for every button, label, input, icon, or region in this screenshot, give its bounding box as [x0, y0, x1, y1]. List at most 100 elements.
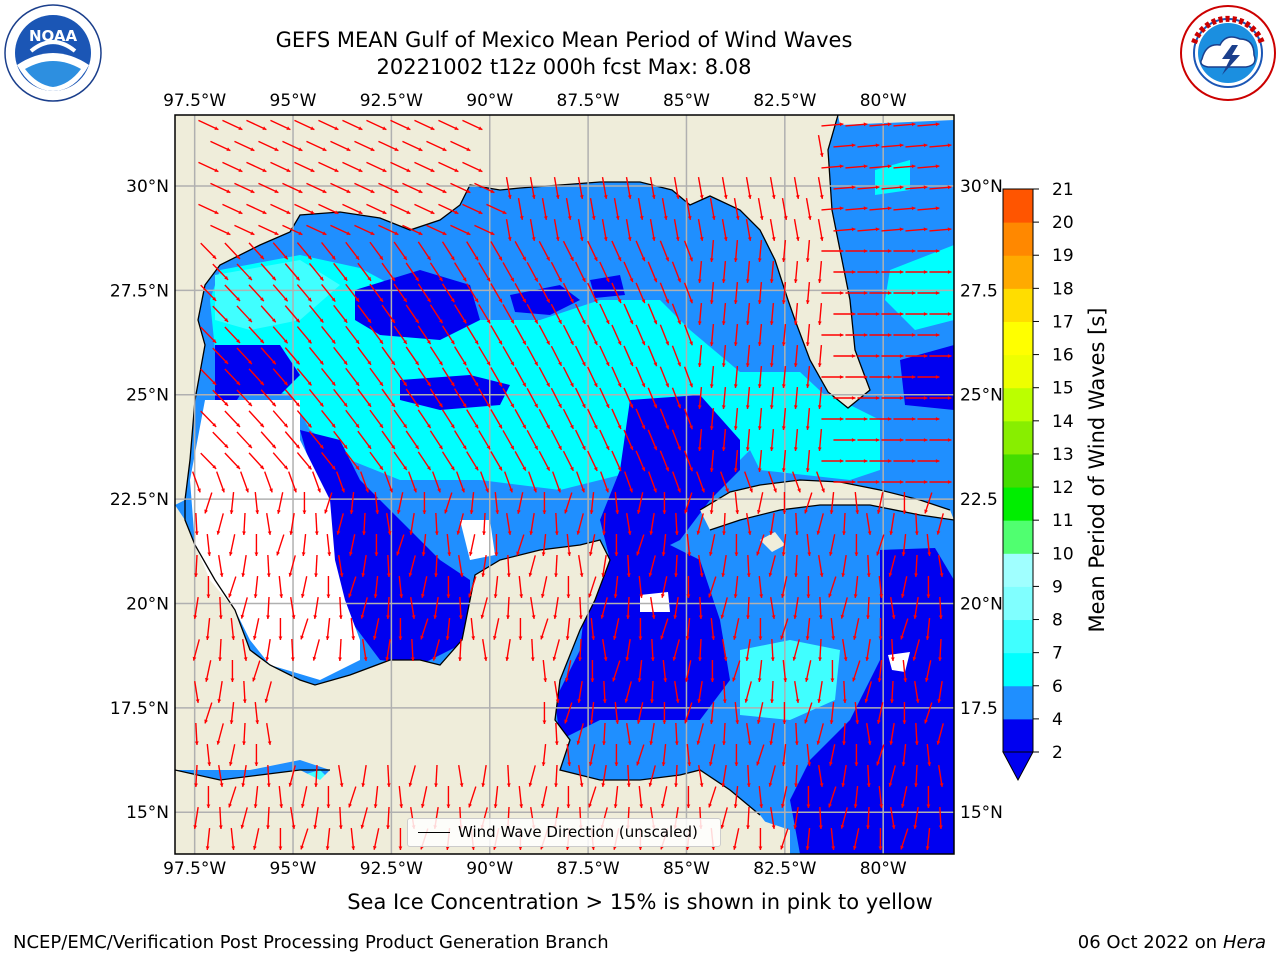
wave-arrow-shaft-144 — [200, 242, 217, 260]
wave-arrow-shaft-766 — [891, 638, 894, 662]
wave-arrow-shaft-331 — [224, 368, 241, 386]
wave-arrow-shaft-604 — [782, 533, 787, 557]
wave-arrow-shaft-931 — [878, 785, 883, 809]
wave-arrow-shaft-290 — [734, 323, 739, 347]
wave-arrow-shaft-851 — [206, 743, 211, 767]
wave-arrow-head-703 — [891, 615, 896, 619]
wave-arrow-head-432 — [438, 445, 443, 450]
wave-arrow-head-727 — [711, 636, 716, 640]
wave-arrow-head-37 — [286, 168, 291, 172]
wave-arrow-shaft-574 — [816, 513, 824, 535]
wave-arrow-shaft-106 — [781, 198, 788, 220]
wave-arrow-shaft-352 — [734, 365, 739, 389]
wave-arrow-shaft-254 — [623, 303, 634, 325]
wave-arrow-shaft-34 — [198, 161, 219, 173]
wave-arrow-head-443 — [697, 447, 702, 451]
wave-arrow-head-877 — [339, 783, 344, 787]
noaa-logo-text: NOAA — [29, 27, 78, 45]
wave-arrow-head-147 — [283, 255, 288, 260]
field-cyan-east-gulf — [745, 395, 880, 480]
wave-arrow-head-918 — [566, 804, 571, 808]
wave-arrow-head-724 — [638, 636, 643, 640]
wave-arrow-head-782 — [783, 678, 788, 682]
wave-arrow-head-579 — [936, 530, 941, 535]
wave-arrow-head-42 — [406, 168, 411, 172]
wave-arrow-shaft-754 — [602, 639, 607, 661]
wave-arrow-head-679 — [313, 615, 318, 619]
wave-arrow-shaft-716 — [446, 617, 451, 641]
wave-arrow-head-205 — [947, 270, 952, 274]
wave-arrow-head-977 — [471, 846, 476, 850]
wave-arrow-head-927 — [780, 803, 785, 808]
wave-arrow-shaft-733 — [853, 618, 860, 640]
wave-arrow-shaft-644 — [228, 576, 237, 598]
wave-arrow-head-649 — [348, 593, 352, 598]
wave-arrow-shaft-97 — [565, 198, 572, 220]
wave-arrow-head-655 — [493, 594, 498, 598]
wave-arrow-shaft-212 — [345, 283, 360, 303]
wave-arrow-shaft-409 — [611, 408, 622, 430]
coastline-3 — [175, 769, 330, 781]
wave-arrow-shaft-13 — [845, 123, 868, 127]
wave-arrow-head-959 — [793, 825, 798, 829]
wave-arrow-head-267 — [947, 312, 952, 316]
wave-arrow-head-725 — [660, 635, 664, 640]
wave-arrow-shaft-335 — [321, 367, 336, 387]
wave-arrow-head-36 — [262, 168, 267, 172]
wave-arrow-shaft-412 — [683, 408, 693, 430]
wave-arrow-head-968 — [252, 845, 257, 850]
wave-arrow-head-673 — [926, 594, 931, 598]
wave-arrow-shaft-568 — [675, 512, 678, 536]
wave-arrow-shaft-184 — [429, 262, 444, 282]
wave-arrow-head-755 — [625, 657, 630, 661]
wave-arrow-head-43 — [430, 168, 435, 172]
wave-arrow-shaft-394 — [248, 410, 265, 428]
wave-arrow-shaft-41 — [366, 161, 387, 173]
wave-arrow-head-202 — [875, 270, 880, 274]
wave-arrow-shaft-599 — [662, 533, 667, 557]
wave-arrow-head-814 — [564, 719, 568, 724]
wave-arrow-head-233 — [863, 291, 868, 295]
wave-arrow-shaft-396 — [296, 410, 313, 428]
wave-arrow-shaft-351 — [710, 365, 715, 389]
wave-arrow-head-751 — [530, 657, 535, 661]
wave-arrow-shaft-21 — [306, 140, 327, 152]
wave-arrow-head-685 — [458, 615, 463, 619]
wave-arrow-shaft-384 — [770, 386, 775, 410]
wave-arrow-head-820 — [709, 720, 714, 724]
wave-arrow-head-872 — [219, 783, 224, 787]
wind-wave-direction-arrows — [192, 119, 952, 851]
wave-arrow-head-909 — [348, 803, 352, 808]
wave-arrow-head-595 — [567, 552, 572, 556]
wave-arrow-head-51 — [226, 189, 231, 193]
wave-arrow-shaft-715 — [420, 618, 429, 640]
wave-arrow-head-499 — [533, 488, 537, 493]
wave-arrow-head-532 — [564, 509, 568, 514]
wave-arrow-head-863 — [756, 761, 760, 766]
wave-arrow-head-217 — [474, 298, 479, 303]
wave-arrow-head-301 — [271, 360, 276, 365]
wave-arrow-head-260 — [769, 321, 774, 325]
wave-arrow-head-59 — [418, 189, 423, 193]
wave-arrow-head-762 — [792, 656, 797, 661]
wave-arrow-head-266 — [923, 312, 928, 316]
wave-arrow-shaft-561 — [506, 513, 511, 535]
wave-arrow-head-653 — [446, 594, 451, 598]
wave-arrow-head-898 — [841, 783, 846, 787]
wave-arrow-head-577 — [889, 531, 894, 535]
wave-arrow-shaft-67 — [601, 177, 608, 199]
wave-arrow-shaft-633 — [722, 555, 727, 577]
wave-arrow-shaft-402 — [441, 409, 455, 429]
wave-arrow-shaft-278 — [441, 325, 455, 345]
wave-arrow-head-126 — [531, 237, 536, 241]
colorbar-tick-label-13: 17 — [1052, 312, 1074, 332]
wave-arrow-shaft-128 — [577, 219, 584, 241]
wave-arrow-shaft-873 — [242, 765, 247, 787]
wave-arrow-head-153 — [426, 256, 431, 261]
wave-arrow-shaft-213 — [369, 283, 384, 303]
wave-arrow-head-109 — [863, 206, 868, 211]
wave-arrow-shaft-479 — [806, 449, 811, 473]
wave-arrow-head-670 — [853, 594, 858, 598]
wave-arrow-head-860 — [687, 762, 692, 766]
wave-arrow-shaft-630 — [648, 555, 656, 577]
